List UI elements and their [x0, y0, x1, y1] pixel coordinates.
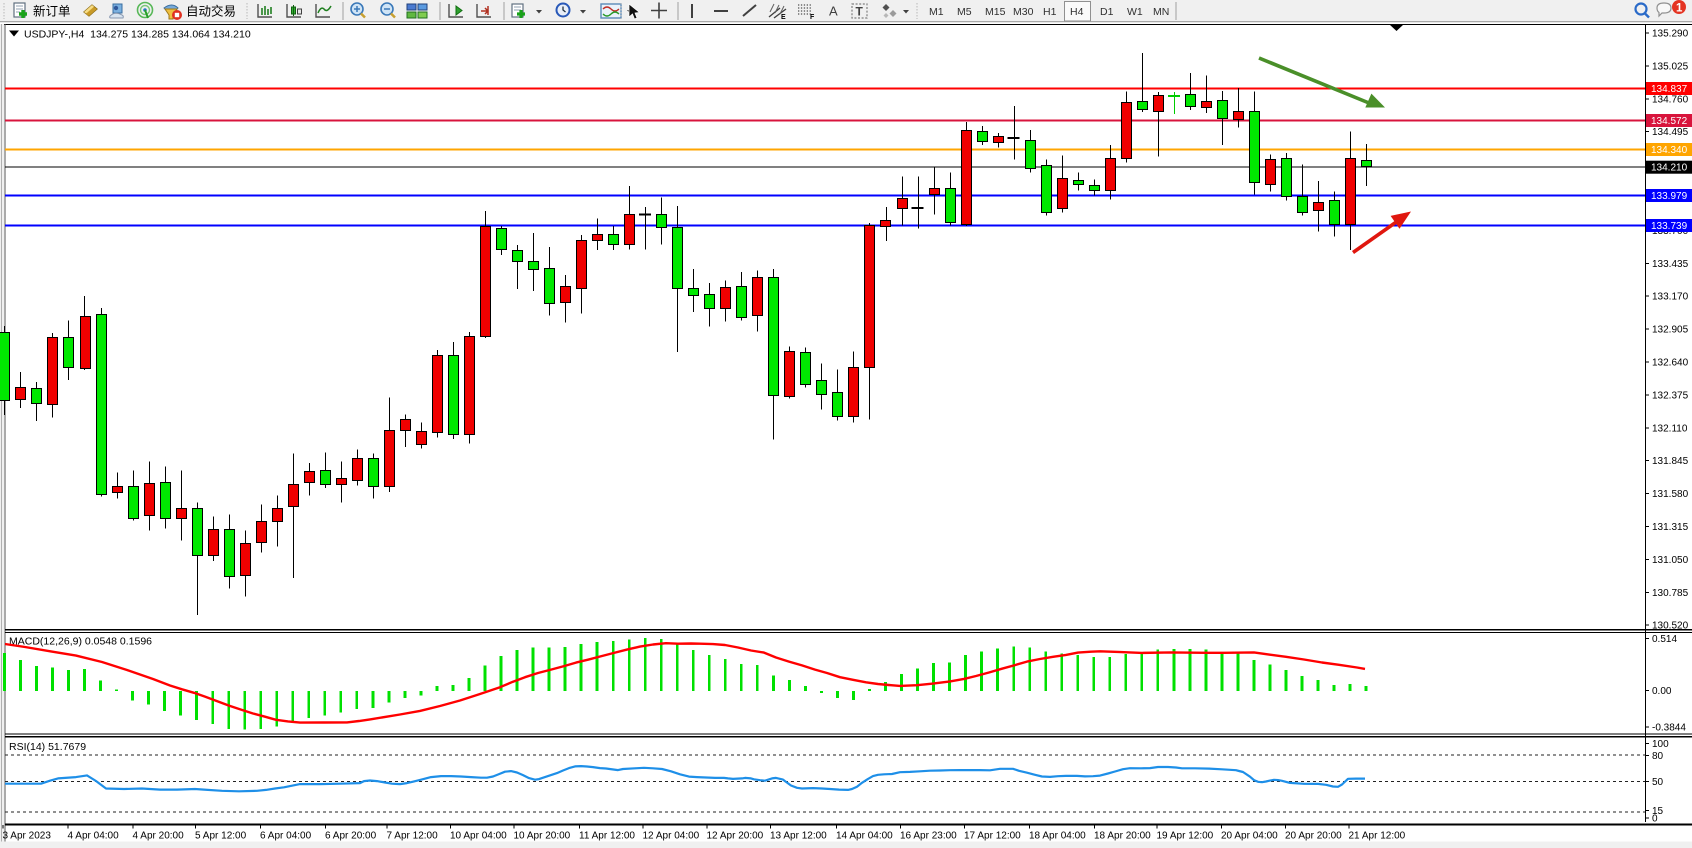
svg-text:D1: D1: [1100, 6, 1114, 18]
svg-text:135.290: 135.290: [1652, 29, 1689, 40]
svg-text:134.210: 134.210: [1651, 163, 1688, 174]
svg-text:0.00: 0.00: [1652, 686, 1672, 697]
svg-text:12 Apr 20:00: 12 Apr 20:00: [707, 831, 764, 842]
svg-text:18 Apr 04:00: 18 Apr 04:00: [1029, 831, 1086, 842]
svg-text:80: 80: [1652, 751, 1664, 762]
svg-text:131.315: 131.315: [1652, 522, 1689, 533]
svg-text:15: 15: [1652, 806, 1664, 817]
svg-text:4 Apr 20:00: 4 Apr 20:00: [133, 831, 185, 842]
svg-text:19 Apr 12:00: 19 Apr 12:00: [1157, 831, 1214, 842]
svg-text:自动交易: 自动交易: [186, 4, 236, 19]
svg-text:F: F: [810, 14, 815, 21]
svg-text:134.837: 134.837: [1651, 84, 1688, 95]
svg-text:20 Apr 20:00: 20 Apr 20:00: [1285, 831, 1342, 842]
svg-text:新订单: 新订单: [33, 4, 71, 19]
svg-text:135.025: 135.025: [1652, 61, 1689, 72]
svg-text:MACD(12,26,9) 0.0548 0.1596: MACD(12,26,9) 0.0548 0.1596: [9, 636, 152, 648]
svg-text:M1: M1: [929, 6, 944, 18]
svg-text:10 Apr 04:00: 10 Apr 04:00: [450, 831, 507, 842]
svg-text:3 Apr 2023: 3 Apr 2023: [3, 831, 52, 842]
svg-text:133.979: 133.979: [1651, 191, 1688, 202]
svg-text:M30: M30: [1013, 6, 1034, 18]
svg-text:5 Apr 12:00: 5 Apr 12:00: [195, 831, 247, 842]
svg-text:1: 1: [1676, 3, 1683, 15]
svg-text:131.845: 131.845: [1652, 456, 1689, 467]
svg-text:50: 50: [1652, 777, 1664, 788]
svg-text:RSI(14) 51.7679: RSI(14) 51.7679: [9, 741, 86, 753]
svg-text:USDJPY-,H4 134.275 134.285 13: USDJPY-,H4 134.275 134.285 134.064 134.2…: [24, 29, 251, 41]
svg-text:130.785: 130.785: [1652, 588, 1689, 599]
svg-text:132.905: 132.905: [1652, 325, 1689, 336]
svg-text:6 Apr 20:00: 6 Apr 20:00: [325, 831, 377, 842]
svg-text:W1: W1: [1127, 6, 1143, 18]
svg-text:133.170: 133.170: [1652, 292, 1689, 303]
svg-text:12 Apr 04:00: 12 Apr 04:00: [643, 831, 700, 842]
svg-text:132.640: 132.640: [1652, 358, 1689, 369]
svg-text:0: 0: [1652, 814, 1658, 825]
svg-text:7 Apr 12:00: 7 Apr 12:00: [387, 831, 439, 842]
svg-text:0.514: 0.514: [1652, 634, 1677, 645]
svg-text:134.760: 134.760: [1652, 94, 1689, 105]
svg-text:14 Apr 04:00: 14 Apr 04:00: [836, 831, 893, 842]
svg-text:21 Apr 12:00: 21 Apr 12:00: [1349, 831, 1406, 842]
svg-text:130.520: 130.520: [1652, 621, 1689, 632]
svg-text:132.110: 132.110: [1652, 423, 1688, 434]
svg-text:4 Apr 04:00: 4 Apr 04:00: [68, 831, 120, 842]
svg-text:17 Apr 12:00: 17 Apr 12:00: [964, 831, 1021, 842]
svg-text:11 Apr 12:00: 11 Apr 12:00: [579, 831, 635, 842]
svg-text:133.435: 133.435: [1652, 259, 1689, 270]
svg-text:133.739: 133.739: [1651, 221, 1688, 232]
svg-text:131.050: 131.050: [1652, 555, 1689, 566]
svg-text:10 Apr 20:00: 10 Apr 20:00: [514, 831, 571, 842]
svg-text:MN: MN: [1153, 6, 1169, 18]
svg-text:20 Apr 04:00: 20 Apr 04:00: [1221, 831, 1278, 842]
svg-text:13 Apr 12:00: 13 Apr 12:00: [770, 831, 827, 842]
svg-text:T: T: [856, 5, 864, 19]
svg-text:16 Apr 23:00: 16 Apr 23:00: [900, 831, 957, 842]
svg-text:M15: M15: [985, 6, 1006, 18]
svg-text:-0.3844: -0.3844: [1652, 723, 1686, 734]
svg-text:134.340: 134.340: [1651, 145, 1688, 156]
svg-text:18 Apr 20:00: 18 Apr 20:00: [1094, 831, 1151, 842]
svg-text:M5: M5: [957, 6, 972, 18]
svg-text:A: A: [829, 4, 838, 19]
svg-text:E: E: [781, 14, 786, 21]
svg-text:6 Apr 04:00: 6 Apr 04:00: [260, 831, 312, 842]
svg-text:134.495: 134.495: [1652, 127, 1689, 138]
svg-text:100: 100: [1652, 739, 1669, 750]
svg-text:134.572: 134.572: [1651, 116, 1688, 127]
svg-text:132.375: 132.375: [1652, 390, 1689, 401]
svg-text:H1: H1: [1043, 6, 1057, 18]
svg-text:131.580: 131.580: [1652, 489, 1689, 500]
svg-text:H4: H4: [1070, 6, 1084, 18]
